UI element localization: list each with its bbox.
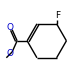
Text: F: F (56, 11, 61, 20)
Text: O: O (6, 49, 13, 58)
Text: O: O (6, 23, 13, 32)
